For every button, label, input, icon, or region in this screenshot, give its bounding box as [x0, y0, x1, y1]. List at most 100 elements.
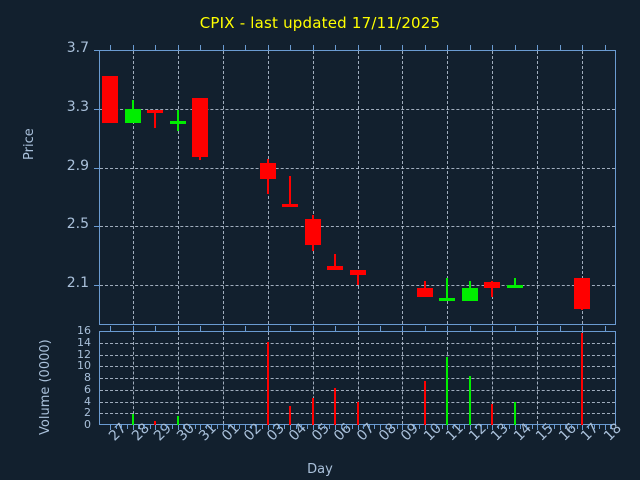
price-top-tick [605, 45, 606, 50]
day-tick [245, 425, 246, 430]
candle-wick [514, 277, 516, 288]
volume-tick-label: 6 [84, 382, 91, 396]
day-tick [335, 425, 336, 430]
day-tick [133, 425, 134, 430]
candle-wick [154, 110, 156, 128]
price-top-tick [200, 45, 201, 50]
candle-body [282, 204, 298, 208]
day-minor-tick [318, 425, 319, 429]
day-minor-tick [217, 425, 218, 429]
day-minor-tick [464, 425, 465, 429]
volume-top-tick [515, 326, 516, 331]
candle-wick [334, 254, 336, 271]
day-tick [290, 425, 291, 430]
volume-top-tick [358, 326, 359, 331]
candle-body [574, 277, 590, 309]
price-top-tick [245, 45, 246, 50]
day-minor-tick [374, 425, 375, 429]
volume-top-tick [335, 326, 336, 331]
day-minor-tick [386, 425, 387, 429]
day-minor-tick [532, 425, 533, 429]
day-minor-tick [172, 425, 173, 429]
price-top-tick [313, 45, 314, 50]
day-minor-tick [509, 425, 510, 429]
day-minor-tick [251, 425, 252, 429]
day-axis-title: Day [307, 462, 333, 477]
volume-bar [177, 416, 179, 425]
day-minor-tick [273, 425, 274, 429]
day-minor-tick [116, 425, 117, 429]
price-top-tick [155, 45, 156, 50]
volume-bar [154, 420, 156, 425]
day-tick [582, 425, 583, 430]
day-minor-tick [436, 425, 437, 429]
day-minor-tick [262, 425, 263, 429]
day-minor-tick [363, 425, 364, 429]
day-tick [402, 425, 403, 430]
volume-bar [289, 405, 291, 425]
price-tick-label: 2.1 [66, 275, 89, 291]
day-tick [425, 425, 426, 430]
price-top-tick [178, 45, 179, 50]
price-top-tick [223, 45, 224, 50]
volume-top-tick [200, 326, 201, 331]
day-minor-tick [352, 425, 353, 429]
price-tick-label: 3.7 [66, 40, 89, 56]
volume-top-tick [290, 326, 291, 331]
day-minor-tick [453, 425, 454, 429]
day-tick [470, 425, 471, 430]
day-tick [313, 425, 314, 430]
day-minor-tick [504, 425, 505, 429]
candle-body [417, 287, 433, 297]
day-minor-tick [211, 425, 212, 429]
volume-tick-label: 14 [77, 335, 91, 349]
price-tick-label: 2.5 [66, 216, 89, 233]
volume-tick-label: 0 [84, 418, 91, 431]
day-minor-tick [189, 425, 190, 429]
day-tick [178, 425, 179, 430]
candle-body [125, 108, 141, 124]
price-top-tick [425, 45, 426, 50]
volume-bar [424, 380, 426, 425]
day-minor-tick [594, 425, 595, 429]
day-minor-tick [341, 425, 342, 429]
day-tick [605, 425, 606, 430]
day-minor-tick [571, 425, 572, 429]
day-minor-tick [498, 425, 499, 429]
volume-bar [132, 414, 134, 425]
candle-body [147, 110, 163, 114]
price-tick [94, 285, 99, 286]
day-minor-tick [127, 425, 128, 429]
day-minor-tick [526, 425, 527, 429]
volume-top-tick [380, 326, 381, 331]
day-minor-tick [414, 425, 415, 429]
volume-bar [514, 402, 516, 425]
day-minor-tick [256, 425, 257, 429]
volume-tick-label: 8 [84, 371, 91, 384]
day-minor-tick [481, 425, 482, 429]
volume-top-tick [582, 326, 583, 331]
day-minor-tick [459, 425, 460, 429]
candle-body [327, 265, 343, 271]
day-minor-tick [520, 425, 521, 429]
volume-bar [357, 401, 359, 425]
volume-bar [491, 404, 493, 425]
day-minor-tick [161, 425, 162, 429]
price-axis-title: Price [22, 128, 37, 160]
candle-body [305, 218, 321, 246]
volume-tick-label: 4 [84, 394, 91, 408]
day-minor-tick [408, 425, 409, 429]
day-minor-tick [228, 425, 229, 429]
price-top-tick [515, 45, 516, 50]
volume-top-tick [560, 326, 561, 331]
price-tick [94, 226, 99, 228]
price-tick [94, 50, 99, 51]
day-minor-tick [554, 425, 555, 429]
price-top-tick [470, 45, 471, 50]
volume-top-tick [425, 326, 426, 331]
price-top-tick [560, 45, 561, 50]
day-tick [155, 425, 156, 430]
volume-top-tick [470, 326, 471, 331]
price-top-tick [492, 45, 493, 50]
